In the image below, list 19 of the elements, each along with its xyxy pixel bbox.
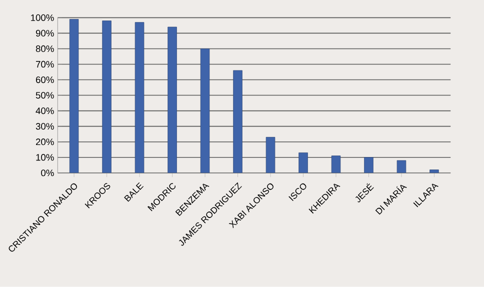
bar	[298, 152, 308, 173]
y-tick-label: 60%	[36, 76, 54, 84]
bar	[233, 70, 242, 173]
bar	[364, 157, 374, 173]
y-tick-label: 20%	[36, 138, 54, 146]
bar	[102, 20, 112, 173]
y-tick-label: 50%	[36, 92, 54, 99]
y-tick-label: 30%	[36, 123, 54, 130]
y-tick-label: 0%	[41, 170, 54, 176]
bar	[200, 48, 210, 173]
bar	[134, 22, 144, 173]
y-tick-label: 80%	[36, 45, 54, 52]
bar	[168, 26, 177, 173]
y-tick-label: 10%	[36, 154, 54, 161]
y-tick-label: 70%	[36, 61, 54, 68]
y-tick-label: 90%	[36, 30, 54, 37]
y-tick-label: 100%	[31, 14, 54, 22]
y-tick-label: 40%	[36, 108, 54, 114]
bar	[69, 19, 79, 173]
